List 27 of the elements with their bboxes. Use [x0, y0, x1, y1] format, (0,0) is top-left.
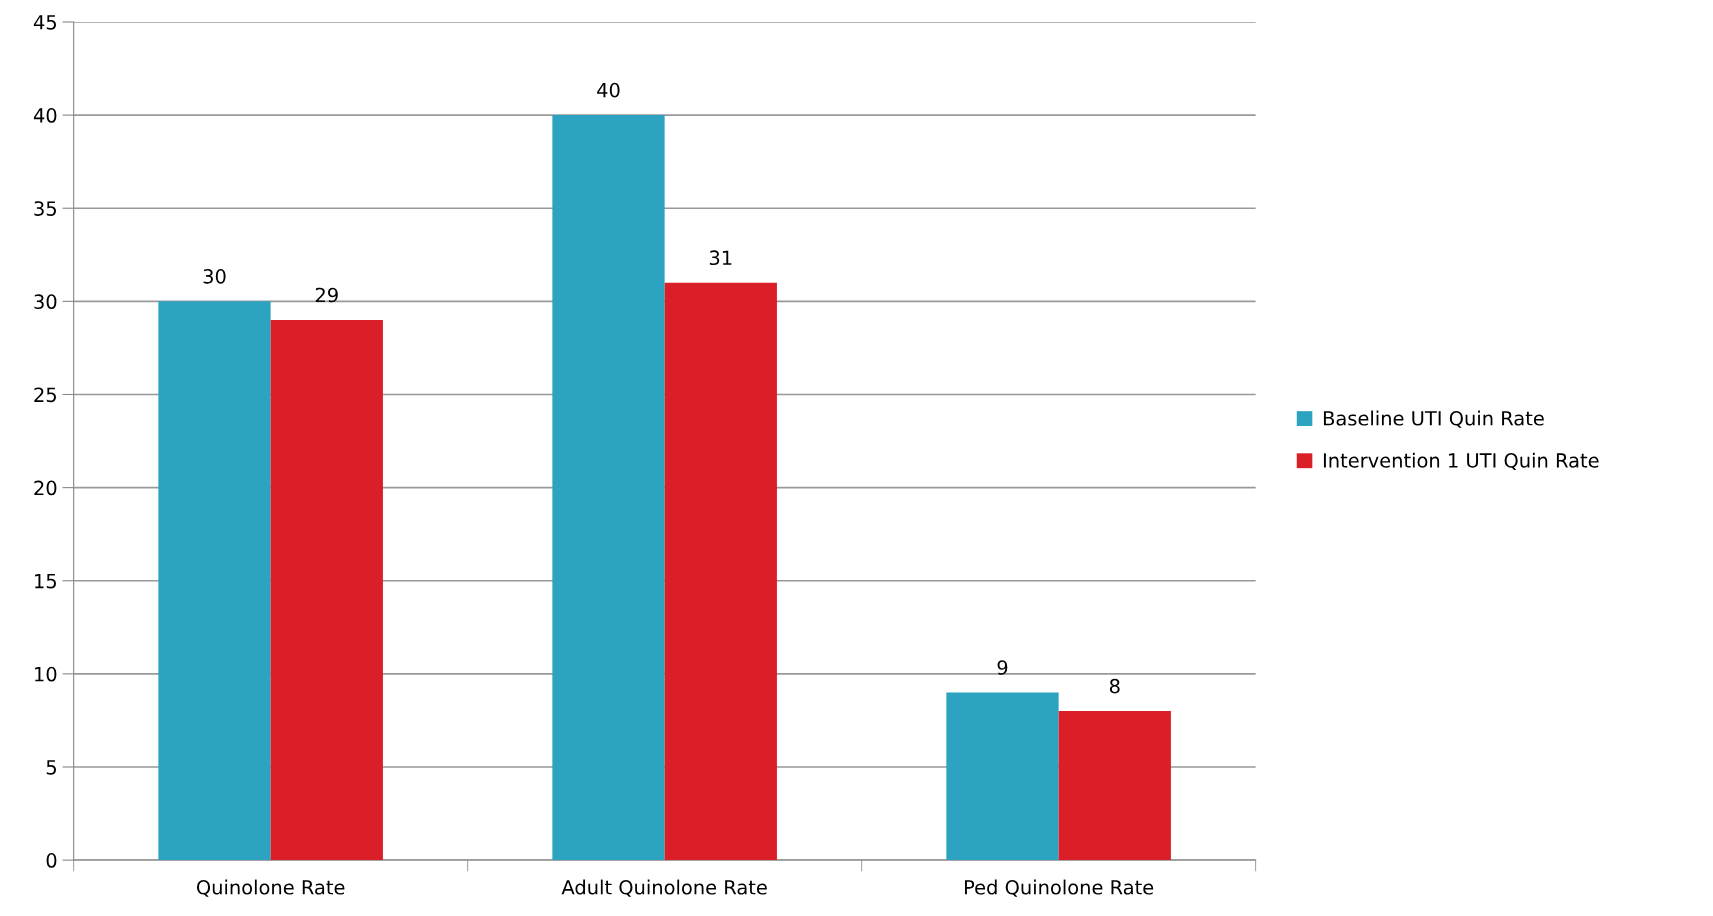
data-label: 40 [597, 82, 620, 98]
y-tick-label: 25 [34, 387, 56, 403]
legend-label: Baseline UTI Quin Rate [1323, 410, 1544, 428]
data-label: 30 [203, 269, 226, 284]
bar [664, 282, 777, 861]
x-tick-label: Adult Quinolone Rate [561, 879, 767, 897]
bar [270, 319, 383, 861]
y-tick-label: 5 [46, 760, 56, 775]
y-tick-label: 10 [35, 666, 57, 682]
y-tick-label: 35 [34, 201, 56, 216]
y-tick-label: 0 [46, 853, 57, 868]
x-tick-label: Ped Quinolone Rate [964, 879, 1154, 897]
bar [946, 692, 1059, 861]
legend-label: Intervention 1 UTI Quin Rate [1323, 452, 1599, 470]
x-tick-label: Quinolone Rate [196, 879, 345, 897]
bar [552, 115, 665, 861]
y-tick-label: 20 [34, 480, 57, 496]
data-label: 31 [709, 250, 732, 266]
bar [1058, 711, 1171, 861]
data-label: 9 [997, 660, 1008, 675]
data-label: 8 [1109, 678, 1120, 694]
data-label: 29 [315, 287, 338, 303]
bar [158, 301, 271, 861]
y-tick-label: 15 [35, 573, 56, 589]
y-tick-label: 45 [33, 15, 56, 30]
y-tick-label: 40 [33, 108, 57, 123]
y-tick-label: 30 [34, 294, 57, 310]
